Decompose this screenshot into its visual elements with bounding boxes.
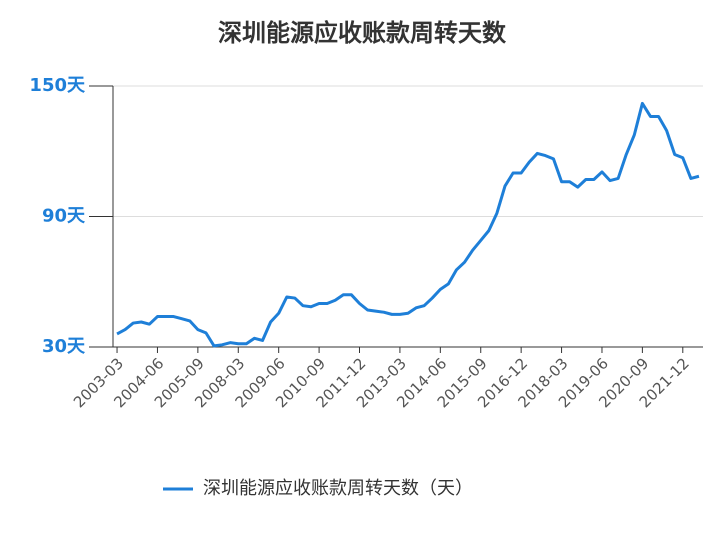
y-tick-label: 90天 [42,206,86,227]
chart-title: 深圳能源应收账款周转天数 [218,19,507,47]
legend-label: 深圳能源应收账款周转天数（天） [203,478,473,499]
data-line [116,101,700,348]
y-tick-label: 30天 [42,336,86,357]
y-tick-label: 150天 [29,75,86,96]
